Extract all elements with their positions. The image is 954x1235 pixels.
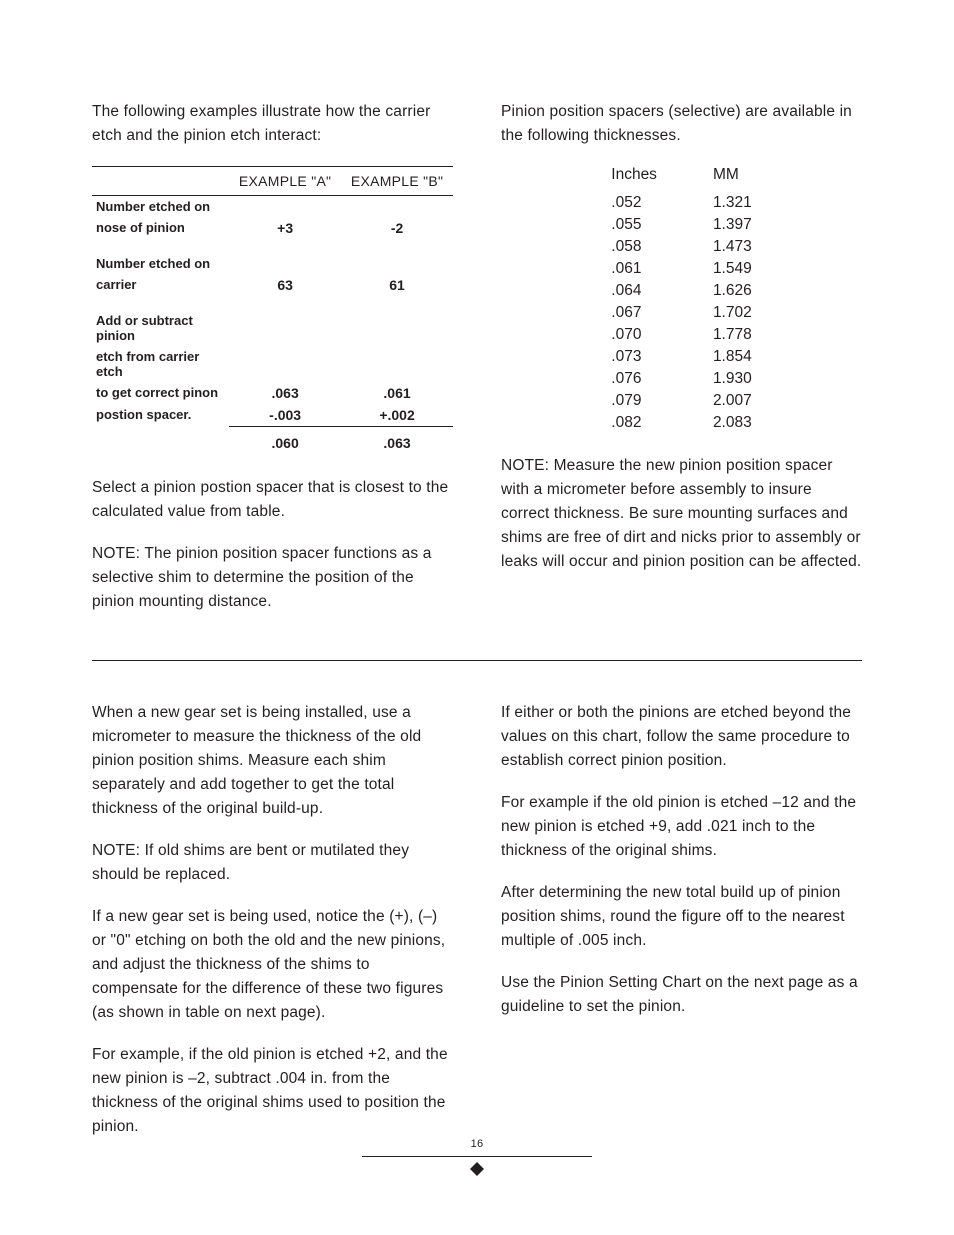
bottom-right-col: If either or both the pinions are etched… (501, 701, 862, 1157)
spacer-mm-cell: 1.702 (685, 302, 780, 324)
row3-a1: .063 (229, 382, 341, 404)
top-left-col: The following examples illustrate how th… (92, 100, 453, 632)
body-paragraph: For example, if the old pinion is etched… (92, 1043, 453, 1139)
result-a: .060 (229, 427, 341, 454)
top-columns: The following examples illustrate how th… (92, 100, 862, 632)
row2-a: 63 (229, 274, 341, 296)
spacer-row: .0792.007 (583, 390, 779, 412)
spacer-inches-cell: .064 (583, 280, 685, 302)
spacer-mm-cell: 1.626 (685, 280, 780, 302)
spacer-inches-cell: .073 (583, 346, 685, 368)
section-divider (92, 660, 862, 661)
spacer-inches-cell: .067 (583, 302, 685, 324)
result-b: .063 (341, 427, 453, 454)
spacer-inches-cell: .082 (583, 412, 685, 434)
row3-label-l1: Add or subtract pinion (92, 310, 229, 346)
diamond-icon (469, 1161, 485, 1177)
row1-label-l2: nose of pinion (92, 217, 229, 239)
row1-b: -2 (341, 217, 453, 239)
body-paragraph: After determining the new total build up… (501, 881, 862, 953)
body-paragraph: For example if the old pinion is etched … (501, 791, 862, 863)
spacer-mm-cell: 1.930 (685, 368, 780, 390)
spacer-inches-cell: .058 (583, 236, 685, 258)
spacer-mm-cell: 1.473 (685, 236, 780, 258)
spacer-inches-cell: .076 (583, 368, 685, 390)
row3-b2: +.002 (341, 404, 453, 427)
note-mounting-distance: NOTE: The pinion position spacer functio… (92, 542, 453, 614)
spacer-row: .0822.083 (583, 412, 779, 434)
row1-label-l1: Number etched on (92, 196, 229, 217)
row2-label-l1: Number etched on (92, 253, 229, 274)
spacer-inches-cell: .052 (583, 192, 685, 214)
spacer-row: .0671.702 (583, 302, 779, 324)
spacer-inches-header: Inches (583, 166, 685, 192)
example-b-header: EXAMPLE "B" (341, 167, 453, 196)
spacer-mm-cell: 1.397 (685, 214, 780, 236)
bottom-left-col: When a new gear set is being installed, … (92, 701, 453, 1157)
row2-label-l2: carrier (92, 274, 229, 296)
row3-label-l3: to get correct pinon (92, 382, 229, 404)
spacer-intro: Pinion position spacers (selective) are … (501, 100, 862, 148)
intro-text: The following examples illustrate how th… (92, 100, 453, 148)
spacer-mm-header: MM (685, 166, 780, 192)
row3-a2: -.003 (229, 404, 341, 427)
row3-label-l2: etch from carrier etch (92, 346, 229, 382)
body-paragraph: If a new gear set is being used, notice … (92, 905, 453, 1025)
spacer-row: .0761.930 (583, 368, 779, 390)
spacer-row: .0581.473 (583, 236, 779, 258)
example-a-header: EXAMPLE "A" (229, 167, 341, 196)
spacer-row: .0701.778 (583, 324, 779, 346)
page: The following examples illustrate how th… (0, 0, 954, 1235)
body-paragraph: NOTE: If old shims are bent or mutilated… (92, 839, 453, 887)
row3-label-l4: postion spacer. (92, 404, 229, 427)
spacer-row: .0731.854 (583, 346, 779, 368)
spacer-mm-cell: 2.083 (685, 412, 780, 434)
footer-rule (362, 1156, 592, 1157)
spacer-thickness-table: Inches MM .0521.321.0551.397.0581.473.06… (583, 166, 779, 434)
select-spacer-text: Select a pinion postion spacer that is c… (92, 476, 453, 524)
body-paragraph: When a new gear set is being installed, … (92, 701, 453, 821)
row2-b: 61 (341, 274, 453, 296)
spacer-row: .0611.549 (583, 258, 779, 280)
spacer-row: .0641.626 (583, 280, 779, 302)
spacer-row: .0551.397 (583, 214, 779, 236)
body-paragraph: Use the Pinion Setting Chart on the next… (501, 971, 862, 1019)
page-footer: 16 (0, 1138, 954, 1177)
spacer-mm-cell: 1.778 (685, 324, 780, 346)
example-table: EXAMPLE "A" EXAMPLE "B" Number etched on… (92, 166, 453, 454)
row1-a: +3 (229, 217, 341, 239)
spacer-row: .0521.321 (583, 192, 779, 214)
spacer-inches-cell: .070 (583, 324, 685, 346)
page-number: 16 (0, 1138, 954, 1150)
spacer-inches-cell: .079 (583, 390, 685, 412)
row3-b1: .061 (341, 382, 453, 404)
note-measure-spacer: NOTE: Measure the new pinion position sp… (501, 454, 862, 574)
spacer-inches-cell: .055 (583, 214, 685, 236)
bottom-columns: When a new gear set is being installed, … (92, 701, 862, 1157)
spacer-inches-cell: .061 (583, 258, 685, 280)
spacer-mm-cell: 1.854 (685, 346, 780, 368)
spacer-mm-cell: 1.321 (685, 192, 780, 214)
top-right-col: Pinion position spacers (selective) are … (501, 100, 862, 632)
body-paragraph: If either or both the pinions are etched… (501, 701, 862, 773)
spacer-mm-cell: 1.549 (685, 258, 780, 280)
spacer-mm-cell: 2.007 (685, 390, 780, 412)
